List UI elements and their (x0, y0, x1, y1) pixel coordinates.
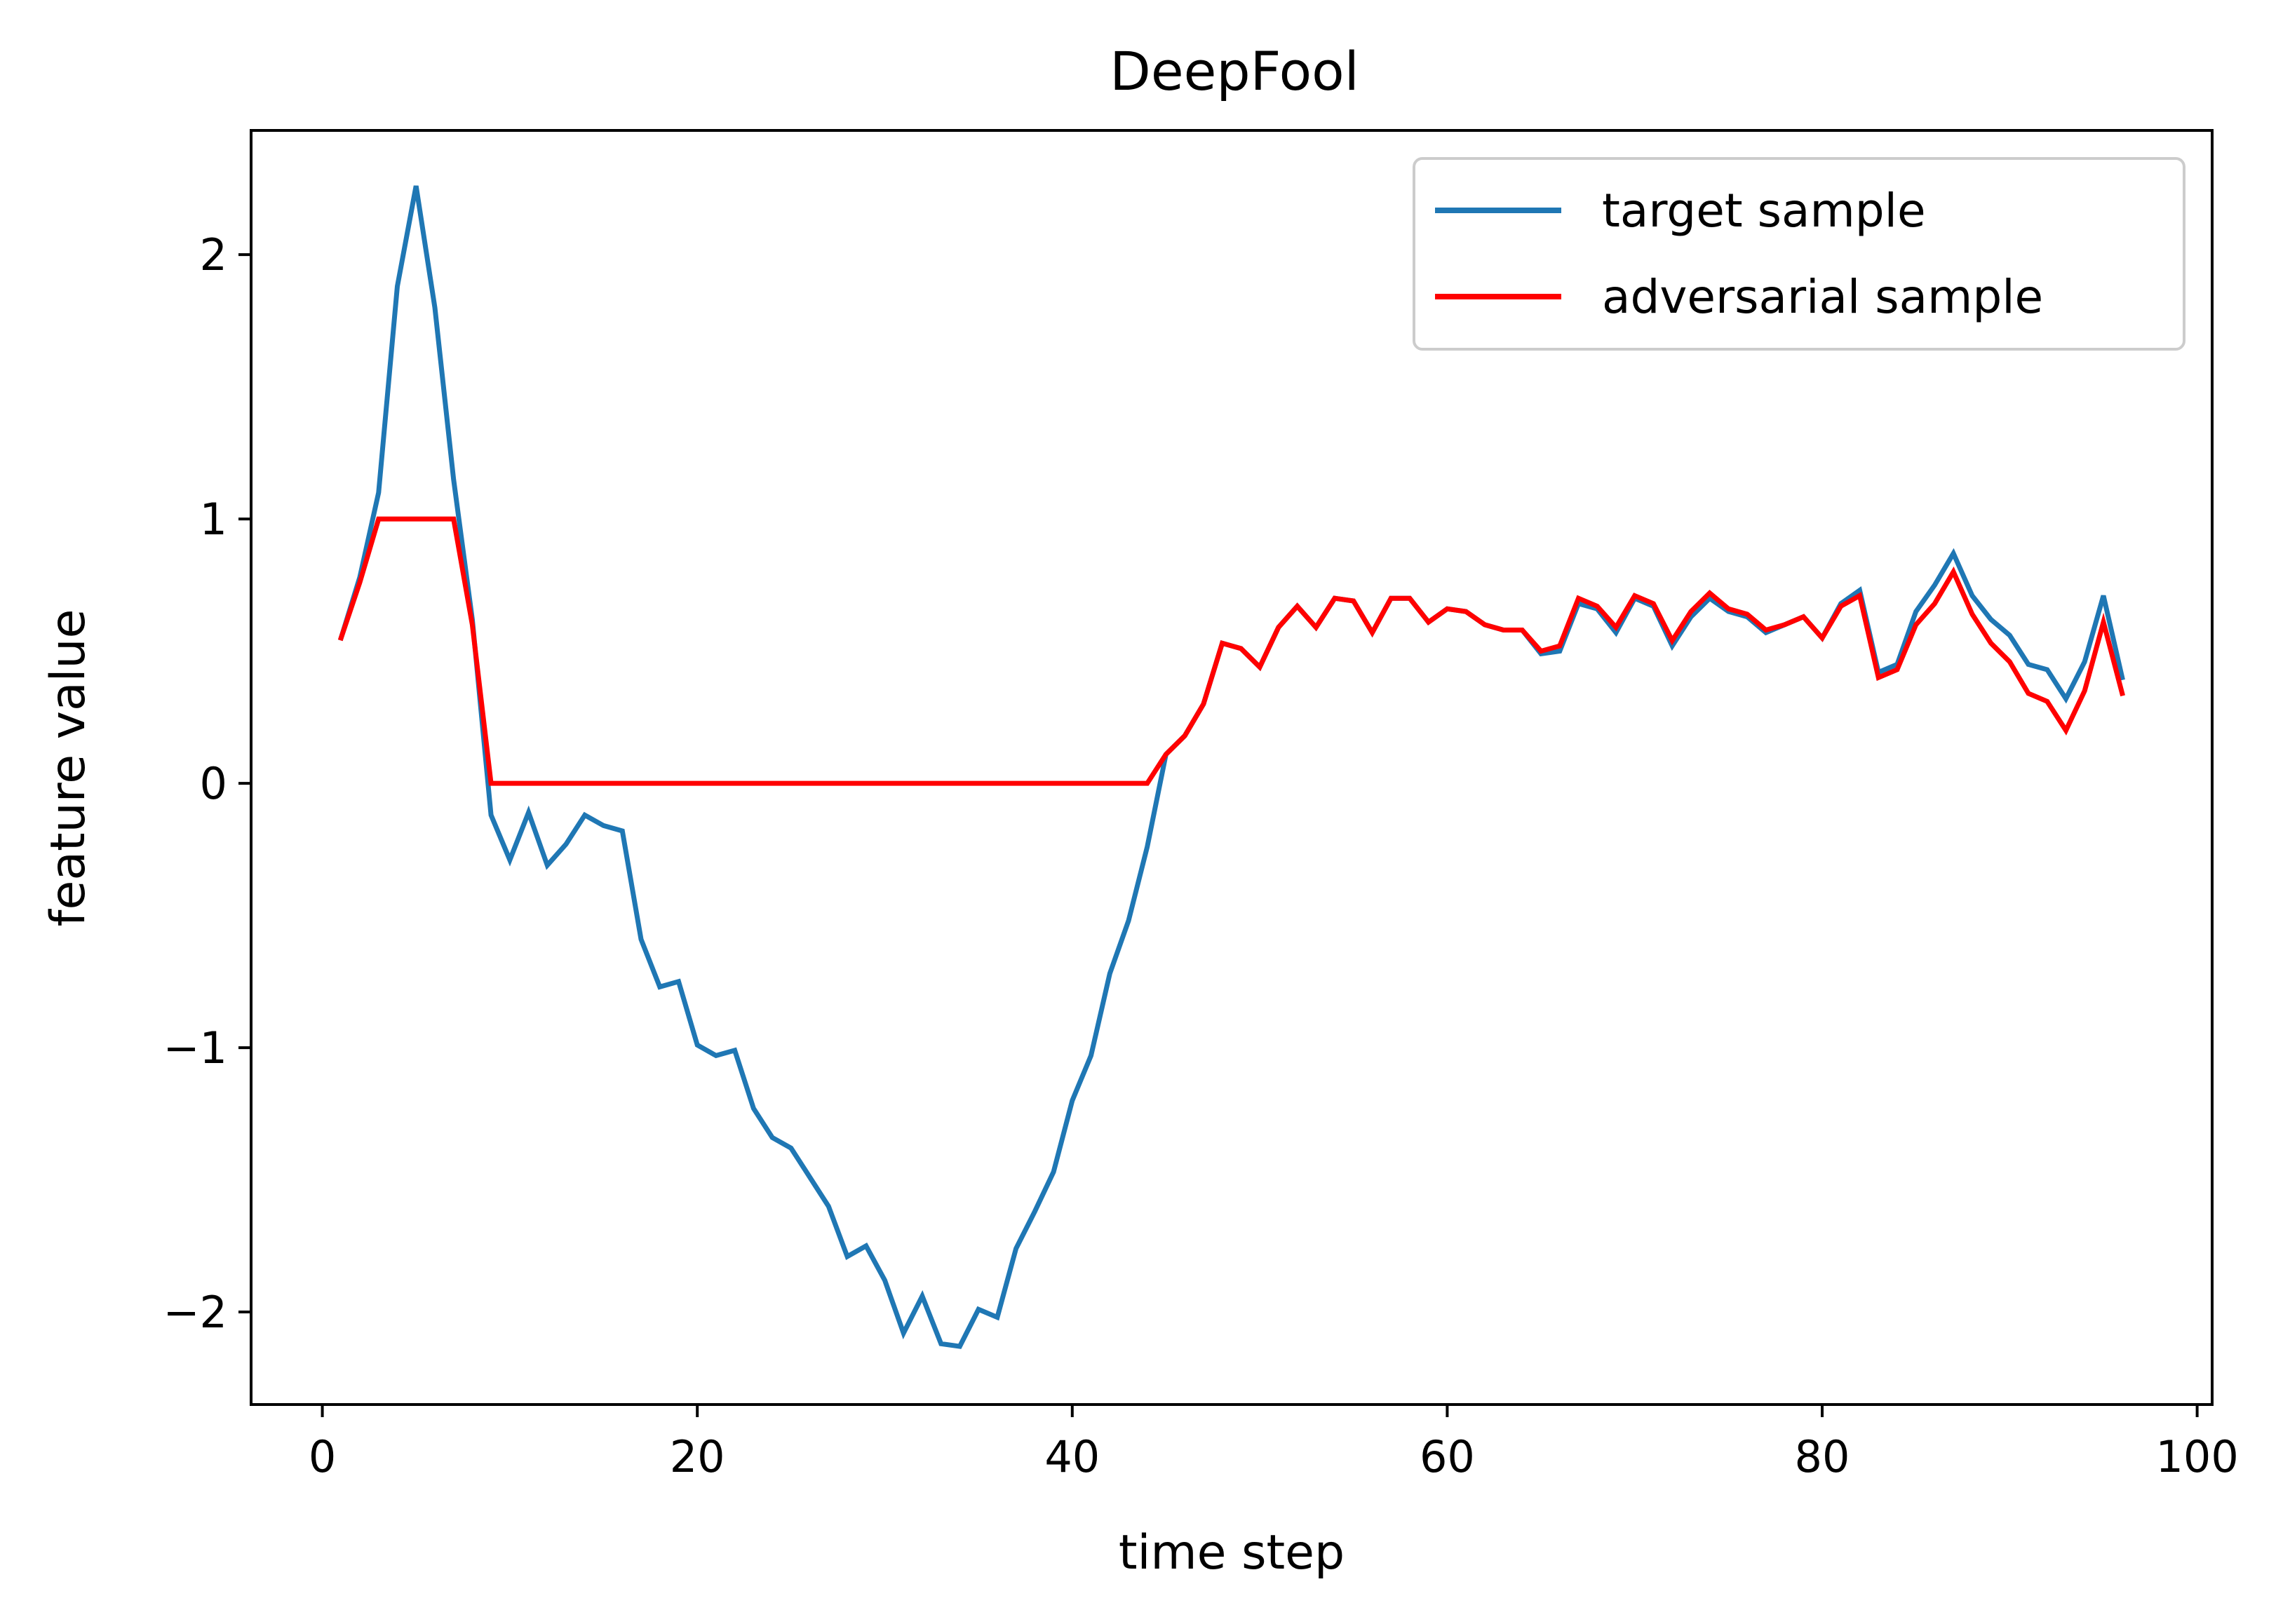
x-tick-label: 20 (670, 1431, 725, 1482)
legend-label-adversarial-sample: adversarial sample (1602, 270, 2043, 324)
y-tick-label: 1 (200, 494, 227, 545)
y-tick-label: −2 (163, 1287, 227, 1338)
x-axis-label: time step (1119, 1525, 1345, 1581)
x-axis-ticks: 0 20 40 60 80 100 (309, 1405, 2239, 1482)
legend: target sample adversarial sample (1413, 157, 2185, 351)
y-axis-ticks: −2 −1 0 1 2 (163, 229, 251, 1338)
y-axis-label: feature value (41, 609, 96, 927)
series-line-adversarial-sample (337, 516, 2125, 786)
x-tick-label: 40 (1044, 1431, 1100, 1482)
x-tick-label: 100 (2155, 1431, 2238, 1482)
series-layer (337, 185, 2125, 1349)
legend-label-target-sample: target sample (1602, 184, 1926, 238)
x-tick-label: 0 (309, 1431, 336, 1482)
chart-title: DeepFool (1110, 40, 1359, 102)
x-tick-label: 80 (1795, 1431, 1850, 1482)
legend-box (1413, 157, 2185, 351)
y-tick-label: −1 (163, 1022, 227, 1074)
y-tick-label: 2 (200, 229, 227, 280)
y-tick-label: 0 (200, 758, 227, 809)
x-tick-label: 60 (1420, 1431, 1475, 1482)
plot-area-frame (250, 129, 2214, 1406)
